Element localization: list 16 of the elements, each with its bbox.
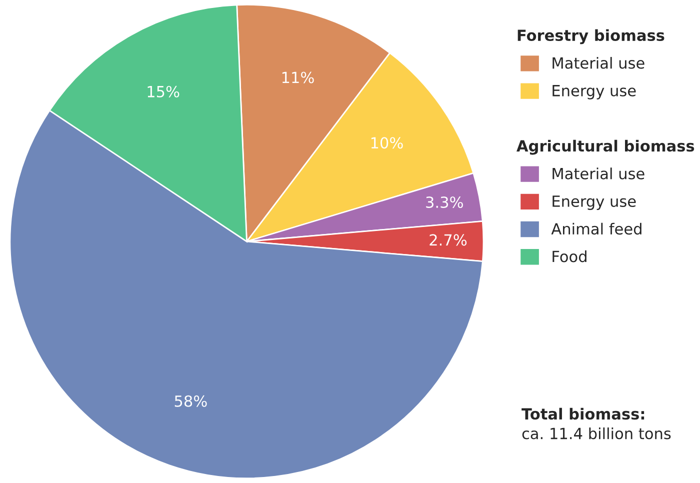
data-label: 10% [371,137,403,149]
data-label: 58% [174,395,207,407]
legend-label: Material use [552,56,644,69]
text: Agricultural biomass [516,140,694,155]
text: Total biomass: [522,408,644,420]
data-label: 3.3% [426,196,463,208]
text: ca. 11.4 billion tons [522,427,671,440]
legend-label: Animal feed [551,222,642,235]
data-label: 15% [148,86,180,98]
data-label: 2.7% [430,234,467,246]
data-label: 11% [282,72,314,84]
legend-label: Food [552,250,586,262]
legend-label: Material use [552,168,644,180]
legend-label: Energy use [552,85,636,100]
legend-label: Energy use [552,196,636,210]
text: Forestry biomass [518,29,664,44]
